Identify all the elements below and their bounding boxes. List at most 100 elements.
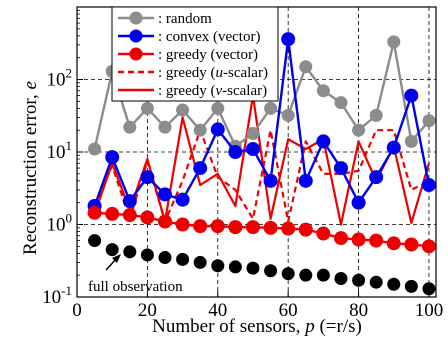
- axis-ticks: 0 20 40 60 80 100 10-1 100 101 102: [42, 9, 444, 321]
- point-convex-vector: [369, 170, 384, 185]
- point-convex-vector: [351, 195, 366, 210]
- point-greedy-vector: [281, 221, 296, 236]
- point-random: [176, 103, 190, 117]
- y-axis-label-var: e: [20, 81, 41, 89]
- point-random: [299, 60, 313, 74]
- point-greedy-vector: [105, 206, 120, 221]
- point-convex-vector: [105, 150, 120, 165]
- legend-label: : random: [158, 11, 212, 27]
- point-convex-vector: [263, 173, 278, 188]
- point-full-observation: [352, 273, 366, 287]
- x-tick-label: 0: [72, 300, 82, 321]
- y-tick-label: 101: [47, 138, 73, 163]
- point-full-observation: [105, 243, 119, 257]
- point-greedy-vector: [404, 237, 419, 252]
- point-convex-vector: [298, 173, 313, 188]
- point-random: [352, 123, 366, 137]
- point-greedy-vector: [87, 205, 102, 220]
- point-convex-vector: [245, 141, 260, 156]
- point-convex-vector: [210, 122, 225, 137]
- point-random: [211, 101, 225, 115]
- point-full-observation: [387, 277, 401, 291]
- point-random: [316, 84, 330, 98]
- legend-label: : greedy (v-scalar): [158, 83, 267, 99]
- legend-label: : greedy (u-scalar): [158, 65, 268, 81]
- point-full-observation: [334, 271, 348, 285]
- point-greedy-vector: [333, 231, 348, 246]
- x-axis-label: Number of sensors, p (=r/s): [152, 316, 362, 337]
- point-full-observation: [228, 260, 242, 274]
- point-convex-vector: [386, 140, 401, 155]
- point-random: [369, 108, 383, 122]
- point-full-observation: [299, 268, 313, 282]
- point-full-observation: [264, 264, 278, 278]
- point-greedy-vector: [421, 239, 436, 254]
- y-tick-label: 100: [47, 211, 73, 236]
- point-greedy-vector: [316, 226, 331, 241]
- point-greedy-vector: [140, 210, 155, 225]
- y-axis-label-pre: Reconstruction error,: [20, 90, 41, 255]
- y-tick-label: 10-1: [42, 283, 72, 308]
- point-greedy-vector: [245, 220, 260, 235]
- annotation: full observation: [88, 254, 183, 295]
- point-greedy-vector: [175, 217, 190, 232]
- point-random: [404, 134, 418, 148]
- point-full-observation: [193, 255, 207, 269]
- legend-label: : greedy (vector): [158, 47, 258, 63]
- legend-swatch-marker: [129, 47, 143, 61]
- point-random: [246, 126, 260, 140]
- x-axis-label-var: p: [303, 316, 315, 337]
- point-convex-vector: [333, 161, 348, 176]
- point-convex-vector: [193, 161, 208, 176]
- point-greedy-vector: [386, 236, 401, 251]
- point-full-observation: [246, 261, 260, 275]
- point-full-observation: [211, 259, 225, 273]
- series-layer: [87, 32, 436, 296]
- point-full-observation: [123, 245, 137, 259]
- x-tick-label: 20: [138, 300, 157, 321]
- point-full-observation: [369, 275, 383, 289]
- point-convex-vector: [140, 170, 155, 185]
- point-full-observation: [404, 279, 418, 293]
- point-convex-vector: [228, 145, 243, 159]
- point-greedy-vector: [157, 214, 172, 229]
- legend-swatch-marker: [129, 29, 143, 43]
- point-full-observation: [281, 267, 295, 281]
- point-full-observation: [316, 268, 330, 282]
- point-greedy-vector: [193, 219, 208, 234]
- point-greedy-vector: [210, 219, 225, 234]
- y-tick-label: 102: [47, 66, 73, 91]
- point-full-observation: [88, 234, 102, 248]
- point-full-observation: [158, 251, 172, 265]
- point-full-observation: [422, 282, 436, 296]
- point-random: [264, 101, 278, 115]
- point-random: [334, 96, 348, 110]
- point-greedy-vector: [122, 208, 137, 223]
- point-convex-vector: [122, 194, 137, 209]
- point-greedy-vector: [351, 232, 366, 247]
- x-tick-label: 40: [208, 300, 227, 321]
- point-random: [422, 114, 436, 128]
- point-full-observation: [176, 252, 190, 266]
- annotation-arrow-head: [112, 254, 121, 263]
- legend: : random : convex (vector) : greedy (vecto…: [111, 6, 279, 102]
- x-axis-label-post: (=r/s): [315, 316, 362, 337]
- point-convex-vector: [175, 192, 190, 207]
- point-greedy-vector: [369, 233, 384, 248]
- point-convex-vector: [421, 178, 436, 193]
- legend-swatch-marker: [129, 11, 143, 25]
- y-axis-label: Reconstruction error, e: [20, 81, 41, 255]
- point-random: [140, 101, 154, 115]
- point-random: [158, 120, 172, 134]
- point-convex-vector: [404, 88, 419, 103]
- point-random: [281, 108, 295, 122]
- x-axis-label-pre: Number of sensors,: [152, 316, 305, 337]
- x-tick-label: 60: [279, 300, 298, 321]
- legend-label: : convex (vector): [158, 29, 260, 45]
- point-random: [387, 35, 401, 49]
- point-convex-vector: [281, 32, 296, 47]
- point-greedy-vector: [298, 222, 313, 237]
- x-tick-label: 100: [415, 300, 444, 321]
- point-random: [193, 123, 207, 137]
